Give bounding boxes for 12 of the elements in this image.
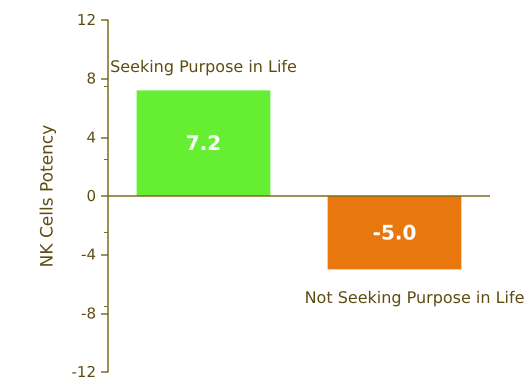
y-tick-label: -12 (72, 363, 96, 381)
x-tick-label: Not Seeking Purpose in Life (304, 288, 524, 307)
data-label: -5.0 (372, 220, 416, 245)
y-tick-label: -8 (81, 304, 96, 322)
y-tick-label: 12 (76, 11, 96, 29)
y-tick-label: 8 (86, 70, 96, 88)
data-label: 7.2 (186, 131, 222, 156)
y-tick-label: -4 (81, 246, 96, 264)
y-tick-label: 4 (86, 128, 96, 146)
x-tick-label: Seeking Purpose in Life (110, 56, 297, 76)
y-tick-label: 0 (86, 187, 96, 205)
y-axis-title: NK Cells Potency (38, 124, 58, 268)
